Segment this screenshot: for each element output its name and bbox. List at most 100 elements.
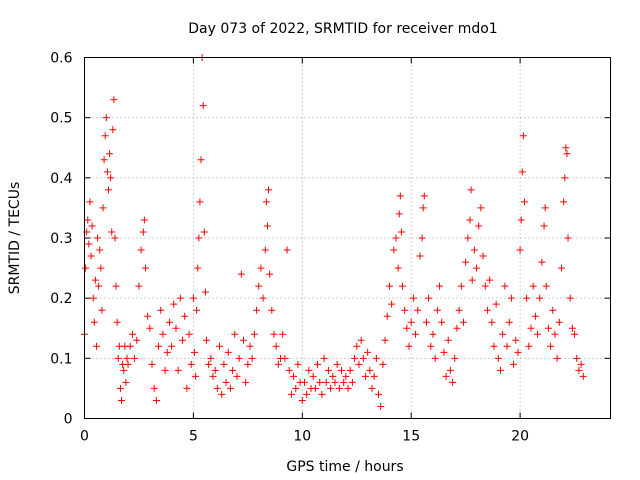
- data-point: [87, 252, 95, 260]
- data-point: [547, 342, 555, 350]
- data-point: [438, 318, 446, 326]
- data-point: [342, 372, 350, 380]
- data-point: [577, 360, 585, 368]
- data-point: [95, 282, 103, 290]
- data-point: [505, 318, 513, 326]
- data-point: [103, 168, 111, 176]
- data-point: [470, 246, 478, 254]
- data-point: [314, 360, 322, 368]
- data-point: [494, 354, 502, 362]
- data-point: [512, 336, 520, 344]
- data-point: [422, 318, 430, 326]
- data-point: [507, 294, 515, 302]
- data-point: [571, 330, 579, 338]
- data-point: [579, 372, 587, 380]
- data-point: [163, 348, 171, 356]
- data-point: [510, 360, 518, 368]
- data-point: [294, 360, 302, 368]
- data-point: [185, 330, 193, 338]
- data-point: [257, 264, 265, 272]
- data-point: [575, 366, 583, 374]
- data-point: [102, 114, 110, 122]
- data-point: [520, 198, 528, 206]
- data-point: [414, 306, 422, 314]
- data-point: [529, 282, 537, 290]
- data-point: [433, 306, 441, 314]
- data-point: [259, 294, 267, 302]
- data-point: [123, 354, 131, 362]
- data-point: [392, 234, 400, 242]
- data-point: [311, 384, 319, 392]
- data-point: [85, 240, 93, 248]
- data-point: [540, 222, 548, 230]
- data-point: [416, 252, 424, 260]
- data-point: [298, 396, 306, 404]
- data-point: [144, 312, 152, 320]
- data-point: [226, 384, 234, 392]
- data-point: [220, 360, 228, 368]
- chart-title: Day 073 of 2022, SRMTID for receiver mdo…: [188, 21, 497, 37]
- data-point: [464, 234, 472, 242]
- data-point: [412, 330, 420, 338]
- data-point: [159, 330, 167, 338]
- data-point: [429, 330, 437, 338]
- data-point: [335, 384, 343, 392]
- data-point: [89, 294, 97, 302]
- y-tick-label: 0.5: [50, 111, 72, 127]
- data-point: [483, 306, 491, 314]
- data-point: [268, 306, 276, 314]
- data-point: [193, 306, 201, 314]
- data-point: [475, 222, 483, 230]
- data-point: [501, 282, 509, 290]
- data-point: [372, 354, 380, 362]
- data-point: [318, 390, 326, 398]
- data-point: [549, 306, 557, 314]
- data-point: [86, 198, 94, 206]
- data-point: [120, 366, 128, 374]
- data-point: [324, 366, 332, 374]
- data-point: [155, 342, 163, 350]
- data-point: [207, 354, 215, 362]
- data-point: [327, 384, 335, 392]
- data-point: [563, 150, 571, 158]
- x-tick-label: 10: [293, 429, 311, 445]
- data-point: [116, 384, 124, 392]
- data-point: [541, 204, 549, 212]
- data-point: [320, 354, 328, 362]
- data-point: [97, 264, 105, 272]
- data-point: [427, 342, 435, 350]
- data-point: [351, 354, 359, 362]
- data-point: [397, 228, 405, 236]
- data-point: [274, 360, 282, 368]
- data-point: [517, 216, 525, 224]
- data-point: [538, 258, 546, 266]
- data-point: [118, 396, 126, 404]
- data-point: [126, 342, 134, 350]
- x-tick-label: 0: [80, 429, 89, 445]
- data-point: [459, 318, 467, 326]
- data-point: [519, 132, 527, 140]
- data-point: [113, 318, 121, 326]
- data-point: [218, 390, 226, 398]
- data-point: [172, 324, 180, 332]
- data-point: [248, 354, 256, 362]
- data-point: [244, 360, 252, 368]
- data-point: [305, 366, 313, 374]
- data-point: [266, 270, 274, 278]
- data-point: [344, 384, 352, 392]
- data-point: [290, 372, 298, 380]
- data-point: [405, 342, 413, 350]
- data-point: [446, 366, 454, 374]
- data-point: [99, 204, 107, 212]
- x-tick-label: 15: [402, 429, 420, 445]
- data-point: [195, 234, 203, 242]
- data-point: [124, 360, 132, 368]
- data-point: [481, 282, 489, 290]
- data-point: [444, 336, 452, 344]
- data-points: [81, 54, 587, 410]
- data-point: [303, 390, 311, 398]
- data-point: [283, 246, 291, 254]
- data-point: [440, 348, 448, 356]
- data-point: [197, 156, 205, 164]
- y-tick-label: 0.3: [50, 231, 72, 247]
